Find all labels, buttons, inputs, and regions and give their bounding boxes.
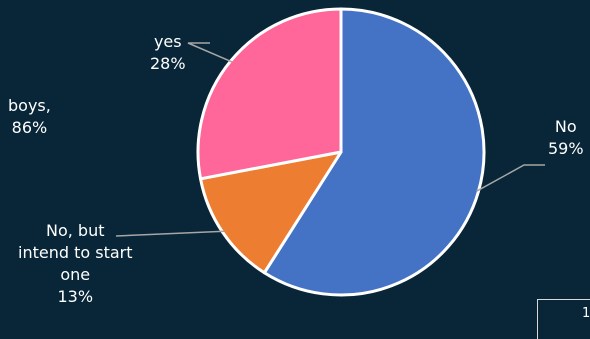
data-label-yes-percent: 28%: [150, 54, 186, 73]
partial-label-left: boys, 86%: [8, 95, 51, 139]
pie-slice-no: [262, 7, 486, 297]
leader-line-no: [476, 164, 545, 192]
data-label-no-name: No: [554, 117, 577, 136]
leader-line-yes: [187, 42, 233, 63]
data-label-yes: yes 28%: [150, 31, 186, 75]
partial-label-value: 86%: [11, 118, 48, 137]
partial-label-text: boys,: [8, 96, 51, 115]
data-label-intend-line3: one: [60, 265, 91, 284]
data-label-intend: No, but intend to start one 13%: [18, 220, 133, 308]
pie-slice-yes: [196, 7, 343, 181]
pie-chart: [115, 7, 545, 297]
data-label-yes-name: yes: [153, 32, 182, 51]
data-label-intend-line2: intend to start: [18, 243, 133, 262]
partial-table-text: 1: [582, 306, 590, 321]
data-label-no: No 59%: [548, 116, 584, 160]
pie-slice-intend: [199, 150, 343, 275]
chart-area: boys, 86% yes 28% No 59% No, but intend …: [8, 7, 590, 339]
data-label-intend-percent: 13%: [57, 287, 94, 306]
leader-line-intend: [115, 230, 225, 237]
data-label-no-percent: 59%: [548, 139, 584, 158]
partial-table-cell: 1: [537, 299, 590, 339]
data-label-intend-line1: No, but: [46, 221, 105, 240]
